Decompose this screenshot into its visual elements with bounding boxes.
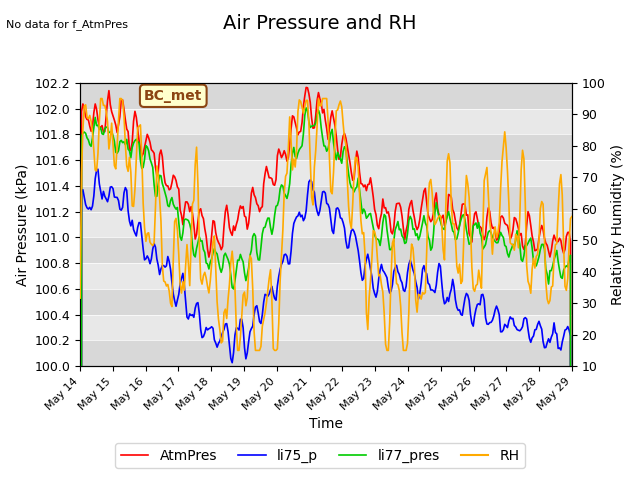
- RH: [234, 348, 241, 353]
- AtmPres: [302, 84, 310, 90]
- RH: [294, 108, 302, 114]
- Y-axis label: Relativity Humidity (%): Relativity Humidity (%): [611, 144, 625, 305]
- li77_pres: [223, 253, 230, 259]
- X-axis label: Time: Time: [309, 418, 343, 432]
- Y-axis label: Air Pressure (kPa): Air Pressure (kPa): [15, 163, 29, 286]
- li77_pres: [302, 105, 310, 111]
- AtmPres: [291, 120, 299, 125]
- RH: [97, 96, 104, 101]
- li75_p: [292, 214, 300, 220]
- Line: li75_p: li75_p: [80, 169, 572, 480]
- Line: li77_pres: li77_pres: [80, 108, 572, 480]
- RH: [224, 296, 232, 302]
- Text: Air Pressure and RH: Air Pressure and RH: [223, 14, 417, 34]
- Line: AtmPres: AtmPres: [80, 87, 572, 480]
- Bar: [80, 237, 572, 263]
- Bar: [80, 263, 572, 289]
- RH: [250, 329, 258, 335]
- RH: [568, 214, 576, 219]
- Bar: [80, 340, 572, 366]
- AtmPres: [239, 204, 247, 209]
- AtmPres: [136, 145, 144, 151]
- RH: [138, 152, 146, 158]
- RH: [76, 295, 84, 301]
- Text: BC_met: BC_met: [144, 89, 202, 103]
- RH: [543, 296, 551, 302]
- li75_p: [249, 324, 257, 329]
- Bar: [80, 160, 572, 186]
- li77_pres: [291, 154, 299, 159]
- li77_pres: [136, 158, 144, 164]
- RH: [242, 303, 250, 309]
- Bar: [80, 134, 572, 160]
- li75_p: [542, 345, 550, 350]
- li77_pres: [239, 259, 247, 265]
- Bar: [80, 57, 572, 83]
- Bar: [80, 108, 572, 134]
- li75_p: [138, 233, 146, 239]
- Bar: [80, 212, 572, 237]
- li77_pres: [248, 247, 255, 253]
- Bar: [80, 186, 572, 212]
- Legend: AtmPres, li75_p, li77_pres, RH: AtmPres, li75_p, li77_pres, RH: [115, 443, 525, 468]
- li75_p: [241, 345, 248, 350]
- AtmPres: [223, 203, 230, 208]
- li75_p: [94, 167, 102, 172]
- Text: No data for f_AtmPres: No data for f_AtmPres: [6, 19, 129, 30]
- AtmPres: [542, 240, 550, 246]
- Line: RH: RH: [80, 98, 572, 350]
- li77_pres: [542, 266, 550, 272]
- Bar: [80, 83, 572, 108]
- Bar: [80, 289, 572, 314]
- Bar: [80, 314, 572, 340]
- AtmPres: [248, 190, 255, 196]
- li75_p: [224, 329, 232, 335]
